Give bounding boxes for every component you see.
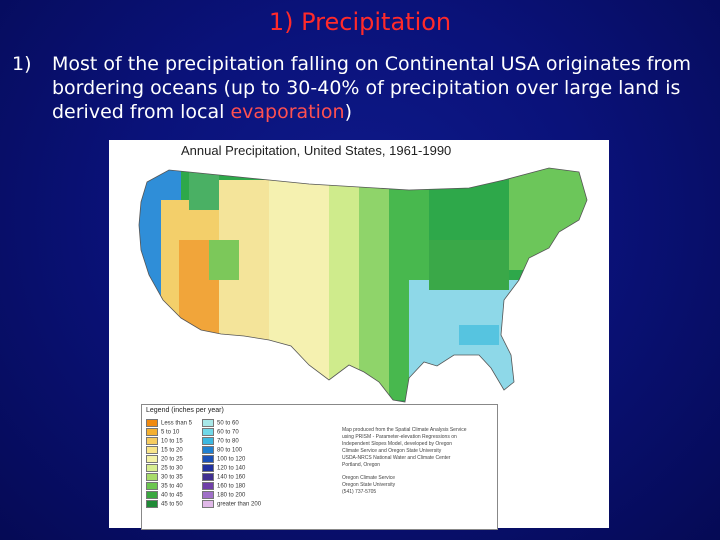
credit-line: Oregon Climate Service: [342, 475, 396, 481]
legend-swatch: [146, 437, 158, 445]
legend-swatch: [146, 473, 158, 481]
legend-label: 70 to 80: [217, 438, 239, 445]
legend-label: 40 to 45: [161, 492, 183, 499]
legend-entry: 70 to 80: [202, 437, 261, 446]
map-title: Annual Precipitation, United States, 196…: [181, 143, 452, 158]
legend-entry: 120 to 140: [202, 464, 261, 473]
legend-entry: 20 to 25: [146, 455, 192, 464]
legend-entry: 180 to 200: [202, 491, 261, 500]
legend-swatch: [202, 437, 214, 445]
legend-swatch: [202, 419, 214, 427]
legend-swatch: [202, 473, 214, 481]
legend-entry: 5 to 10: [146, 428, 192, 437]
legend-swatch: [146, 446, 158, 454]
legend-swatch: [202, 464, 214, 472]
legend-label: 100 to 120: [217, 456, 246, 463]
legend-entry: 40 to 45: [146, 491, 192, 500]
legend-swatch: [202, 482, 214, 490]
legend-entry: 140 to 160: [202, 473, 261, 482]
legend-label: 120 to 140: [217, 465, 246, 472]
legend-swatch: [146, 500, 158, 508]
legend-label: 25 to 30: [161, 465, 183, 472]
legend-label: 80 to 100: [217, 447, 243, 454]
legend-label: 60 to 70: [217, 429, 239, 436]
legend-entry: 45 to 50: [146, 500, 192, 509]
credit-line: Independent Slopes Model, developed by O…: [342, 441, 453, 447]
legend-swatch: [146, 419, 158, 427]
map-legend: Legend (inches per year) Less than 5 5 to…: [141, 404, 498, 530]
legend-label: 10 to 15: [161, 438, 183, 445]
legend-entry: 100 to 120: [202, 455, 261, 464]
us-precipitation-map: [138, 167, 588, 403]
bullet-number: 1): [12, 53, 32, 75]
legend-entry: Less than 5: [146, 419, 192, 428]
legend-swatch: [202, 446, 214, 454]
legend-entry: 60 to 70: [202, 428, 261, 437]
legend-title: Legend (inches per year): [146, 407, 224, 414]
credit-line: USDA-NRCS National Water and Climate Cen…: [342, 455, 451, 461]
map-credits: Map produced from the Spatial Climate An…: [342, 427, 492, 496]
legend-label: 140 to 160: [217, 474, 246, 481]
legend-swatch: [146, 491, 158, 499]
precipitation-map-panel: Annual Precipitation, United States, 196…: [109, 140, 609, 530]
legend-swatch: [146, 482, 158, 490]
legend-label: 20 to 25: [161, 456, 183, 463]
credit-line: Map produced from the Spatial Climate An…: [342, 427, 467, 433]
legend-entry: 50 to 60: [202, 419, 261, 428]
bullet-text-main: Most of the precipitation falling on Con…: [52, 53, 691, 123]
credit-line: using PRISM - Parameter-elevation Regres…: [342, 434, 457, 440]
legend-column-right: 50 to 60 60 to 70 70 to 80 80 to 100 100 to …: [202, 419, 261, 509]
legend-label: 35 to 40: [161, 483, 183, 490]
credit-line: Oregon State University: [342, 482, 396, 488]
legend-entry: 10 to 15: [146, 437, 192, 446]
legend-entry: 30 to 35: [146, 473, 192, 482]
bullet-highlight-evaporation: evaporation: [230, 101, 345, 123]
bullet-text: Most of the precipitation falling on Con…: [52, 52, 712, 124]
legend-label: 45 to 50: [161, 501, 183, 508]
credit-line: Portland, Oregon: [342, 462, 381, 468]
bullet-text-end: ): [344, 101, 352, 123]
legend-entry: 80 to 100: [202, 446, 261, 455]
legend-label: Less than 5: [161, 420, 193, 427]
legend-swatch: [202, 455, 214, 463]
legend-entry: greater than 200: [202, 500, 261, 509]
legend-entry: 160 to 180: [202, 482, 261, 491]
slide-title: 1) Precipitation: [268, 8, 452, 36]
legend-swatch: [202, 428, 214, 436]
legend-swatch: [202, 500, 214, 508]
legend-entry: 15 to 20: [146, 446, 192, 455]
legend-label: 5 to 10: [161, 429, 180, 436]
legend-label: 30 to 35: [161, 474, 183, 481]
legend-swatch: [146, 428, 158, 436]
legend-column-left: Less than 5 5 to 10 10 to 15 15 to 20 20 to …: [146, 419, 192, 509]
legend-label: 50 to 60: [217, 420, 239, 427]
credit-line: (541) 737-5705: [342, 489, 377, 495]
legend-label: 15 to 20: [161, 447, 183, 454]
legend-label: 180 to 200: [217, 492, 246, 499]
legend-label: greater than 200: [217, 501, 262, 508]
legend-entry: 35 to 40: [146, 482, 192, 491]
credit-line: Climate Service and Oregon State Univers…: [342, 448, 442, 454]
legend-entry: 25 to 30: [146, 464, 192, 473]
legend-swatch: [146, 455, 158, 463]
legend-label: 160 to 180: [217, 483, 246, 490]
legend-swatch: [146, 464, 158, 472]
legend-swatch: [202, 491, 214, 499]
